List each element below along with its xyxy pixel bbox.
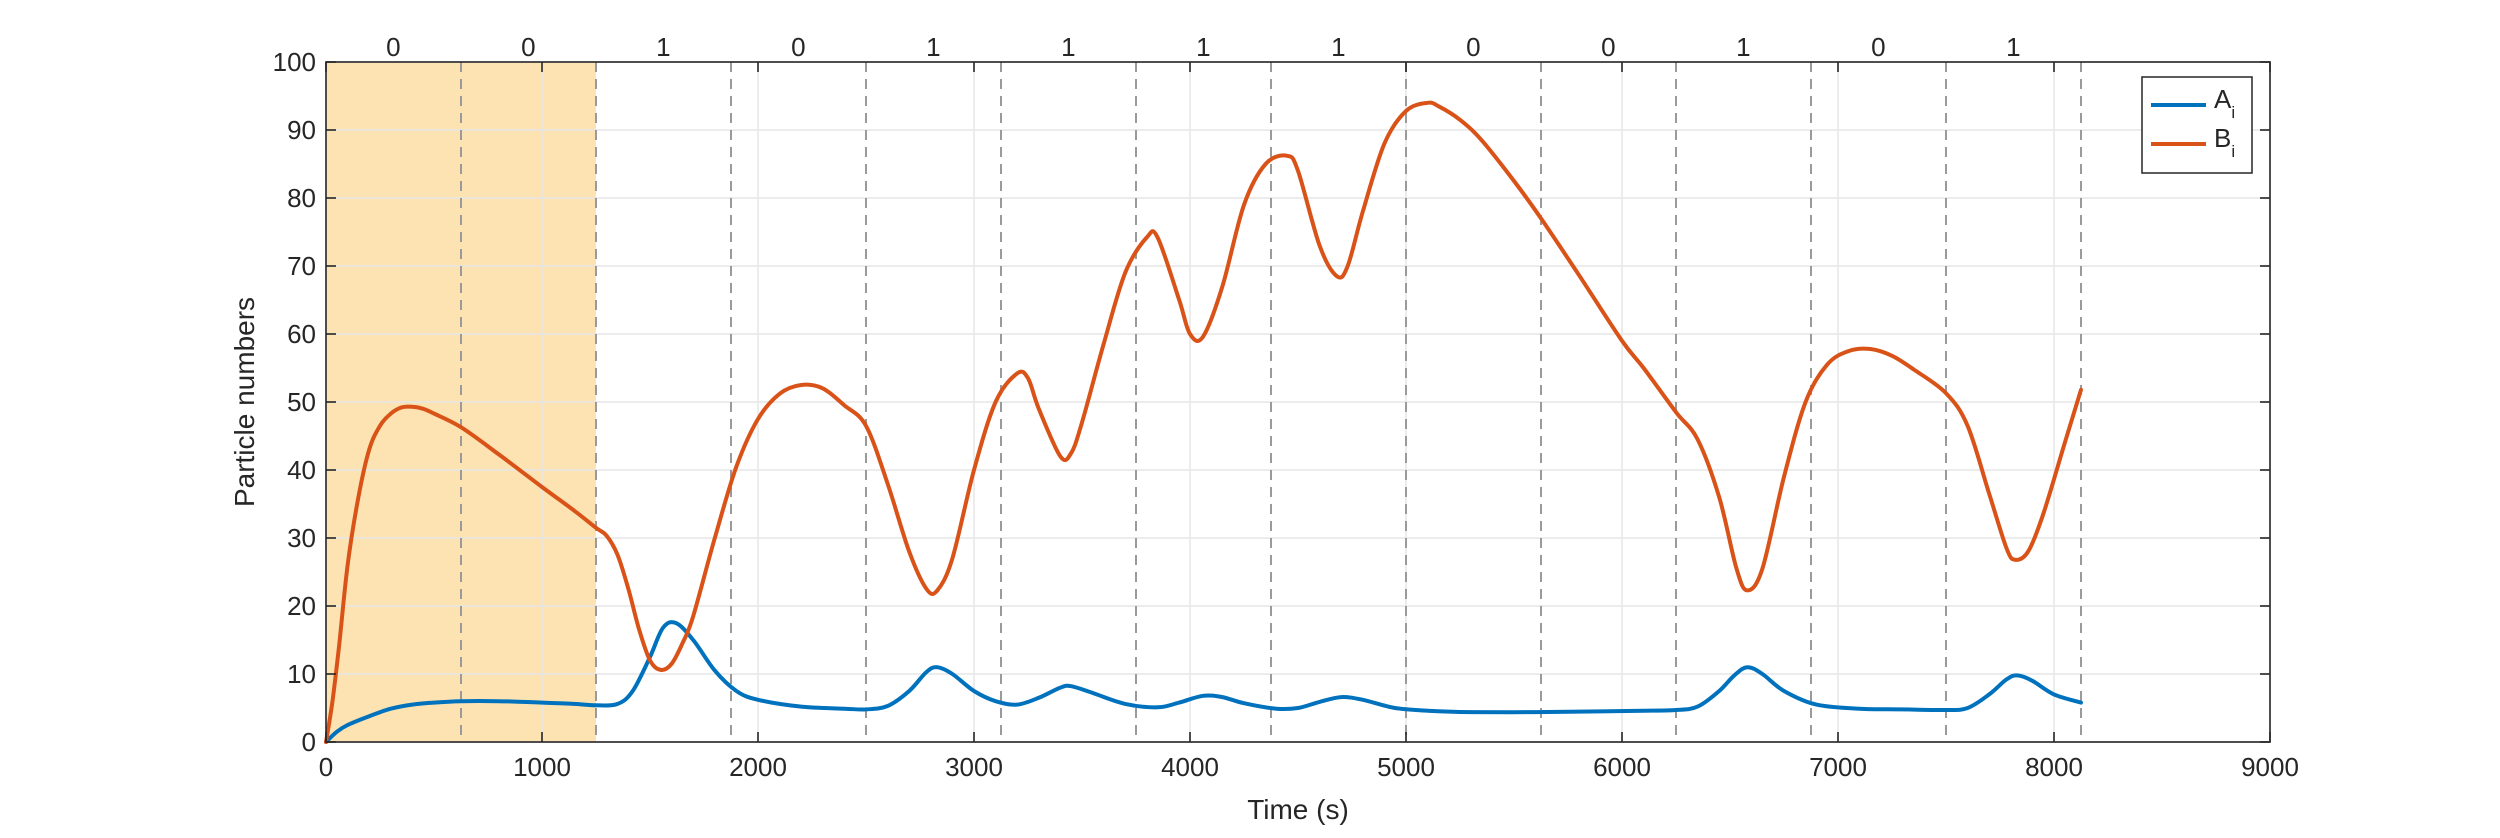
legend-label-a-main: A: [2214, 84, 2232, 114]
y-tick-label: 20: [287, 591, 316, 621]
bit-label: 1: [1196, 32, 1210, 62]
legend-label-b-main: B: [2214, 123, 2231, 153]
y-tick-label: 40: [287, 455, 316, 485]
bit-label: 0: [386, 32, 400, 62]
bit-label: 0: [1871, 32, 1885, 62]
x-tick-label: 9000: [2241, 752, 2299, 782]
y-tick-label: 60: [287, 319, 316, 349]
x-tick-label: 5000: [1377, 752, 1435, 782]
bit-label: 1: [1736, 32, 1750, 62]
bit-label: 0: [521, 32, 535, 62]
legend-box: [2141, 76, 2253, 174]
legend-label-a-sub: i: [2231, 103, 2235, 122]
x-tick-label: 0: [319, 752, 333, 782]
bit-label: 1: [656, 32, 670, 62]
x-tick-label: 8000: [2025, 752, 2083, 782]
y-axis-label: Particle numbers: [229, 297, 260, 507]
y-tick-label: 50: [287, 387, 316, 417]
series-line-b: [324, 100, 2083, 744]
legend-label-b-sub: i: [2231, 142, 2235, 161]
y-tick-label: 10: [287, 659, 316, 689]
x-tick-label: 2000: [729, 752, 787, 782]
x-tick-label: 3000: [945, 752, 1003, 782]
x-tick-label: 1000: [513, 752, 571, 782]
bit-label: 1: [1061, 32, 1075, 62]
bit-label: 0: [1601, 32, 1615, 62]
legend-label-a: Ai: [2214, 84, 2235, 122]
x-axis-label: Time (s): [1247, 794, 1349, 825]
legend-label-b: Bi: [2214, 123, 2235, 161]
bit-label: 0: [1466, 32, 1480, 62]
y-tick-label: 70: [287, 251, 316, 281]
y-tick-label: 0: [302, 727, 316, 757]
y-tick-label: 80: [287, 183, 316, 213]
x-tick-label: 6000: [1593, 752, 1651, 782]
bit-label: 1: [2006, 32, 2020, 62]
y-tick-label: 30: [287, 523, 316, 553]
bit-label: 1: [1331, 32, 1345, 62]
bit-label: 0: [791, 32, 805, 62]
series-line-a: [324, 620, 2083, 744]
y-tick-label: 90: [287, 115, 316, 145]
x-tick-label: 7000: [1809, 752, 1867, 782]
y-tick-label: 100: [273, 47, 316, 77]
bit-label: 1: [926, 32, 940, 62]
legend: Ai Bi: [2141, 76, 2253, 174]
x-tick-label: 4000: [1161, 752, 1219, 782]
